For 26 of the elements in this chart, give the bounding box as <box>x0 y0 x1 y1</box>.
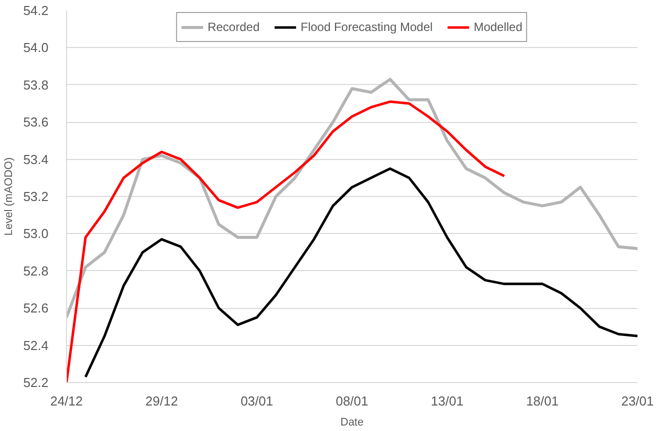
x-tick-label: 18/01 <box>526 394 559 408</box>
y-tick-label: 53.4 <box>23 152 49 167</box>
y-tick-label: 52.8 <box>23 263 49 278</box>
y-tick-label: 52.2 <box>23 375 49 390</box>
legend-label: Recorded <box>208 20 260 34</box>
y-tick-label: 52.4 <box>23 338 49 353</box>
line-series <box>84 167 638 378</box>
y-tick-label: 54.2 <box>23 3 49 18</box>
y-tick-label: 53.2 <box>23 189 49 204</box>
x-tick-label: 24/12 <box>50 394 83 408</box>
x-axis-title: Date <box>340 416 364 428</box>
legend-label: Flood Forecasting Model <box>300 20 433 34</box>
x-tick-label: 23/01 <box>621 394 654 408</box>
y-tick-label: 53.8 <box>23 77 49 92</box>
y-tick-label: 53.0 <box>23 226 49 242</box>
x-tick-label: 08/01 <box>336 394 368 408</box>
y-tick-label: 54.0 <box>23 40 49 56</box>
line-series <box>66 100 506 382</box>
x-tick-label: 29/12 <box>145 394 178 408</box>
y-tick-label: 53.6 <box>23 114 49 130</box>
y-tick-label: 52.6 <box>23 300 49 316</box>
line-series <box>66 78 638 319</box>
legend-label: Modelled <box>474 20 522 34</box>
x-tick-label: 13/01 <box>430 394 464 408</box>
x-tick-label: 03/01 <box>240 394 274 408</box>
y-axis-title: Level (mAODO) <box>3 157 16 236</box>
